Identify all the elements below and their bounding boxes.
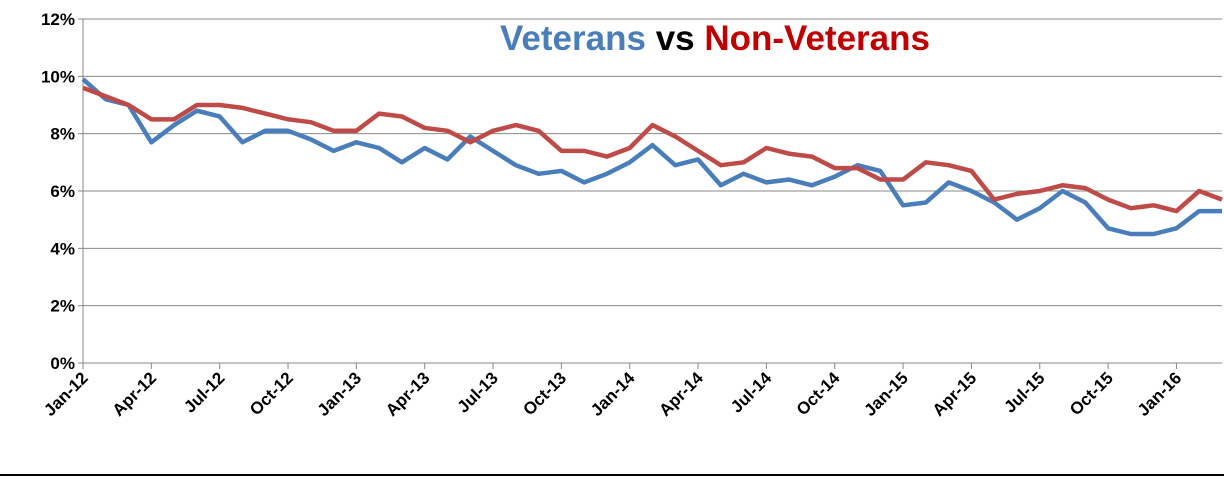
x-tick-label: Jul-13	[454, 368, 502, 416]
x-tick-label: Oct-14	[793, 368, 844, 419]
y-tick-label: 6%	[50, 182, 75, 201]
x-tick-label: Apr-13	[382, 368, 434, 420]
title-veterans: Veterans	[500, 19, 646, 58]
x-tick-label: Oct-12	[246, 368, 297, 419]
x-tick-label: Jul-14	[727, 368, 776, 417]
y-tick-label: 12%	[41, 10, 75, 29]
x-tick-label: Oct-15	[1066, 368, 1117, 419]
x-tick-label: Jan-13	[314, 368, 366, 420]
x-tick-label: Jan-15	[860, 368, 912, 420]
x-tick-label: Jan-14	[587, 368, 639, 420]
x-tick-label: Apr-15	[929, 368, 981, 420]
x-tick-label: Apr-12	[109, 368, 161, 420]
x-tick-label: Oct-13	[519, 368, 570, 419]
y-tick-label: 0%	[50, 354, 75, 373]
series-line	[82, 85, 1223, 214]
x-tick-label: Jan-12	[40, 368, 92, 420]
x-tick-label: Jul-15	[1000, 368, 1048, 416]
x-tick-label: Apr-14	[655, 368, 707, 420]
title-non-veterans: Non-Veterans	[704, 19, 930, 58]
y-tick-label: 10%	[41, 67, 75, 86]
chart-title: Veterans vs Non-Veterans	[500, 19, 930, 58]
series-line	[81, 77, 1222, 237]
y-tick-label: 2%	[50, 297, 75, 316]
x-tick-label: Jan-16	[1134, 368, 1186, 420]
title-separator: vs	[656, 19, 695, 58]
y-tick-label: 4%	[50, 239, 75, 258]
x-tick-label: Jul-12	[180, 368, 228, 416]
y-tick-label: 8%	[50, 125, 75, 144]
